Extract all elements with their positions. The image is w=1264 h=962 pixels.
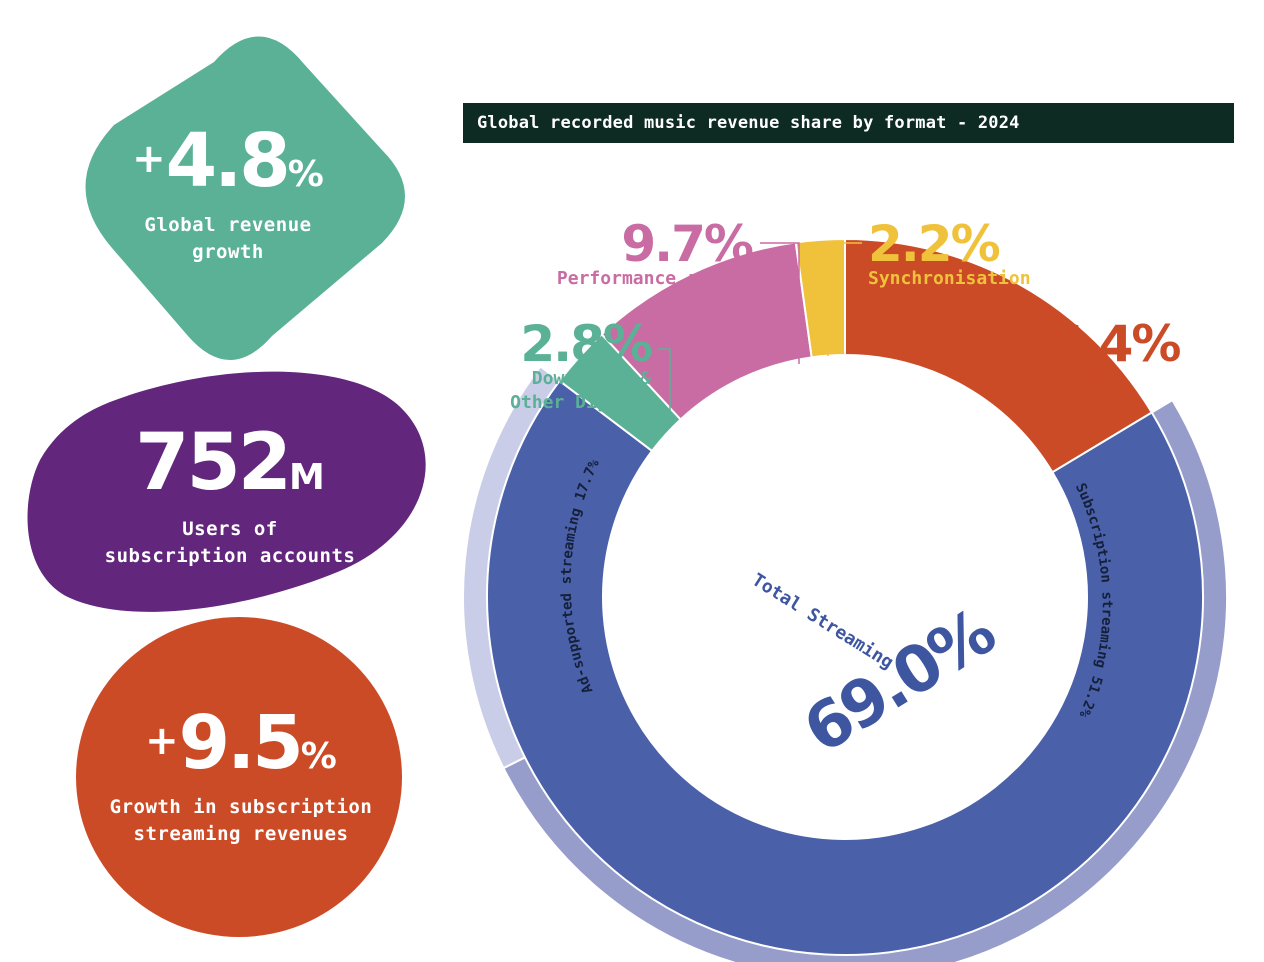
slice-total-streaming [486, 379, 1204, 956]
downloads-leader-line [658, 348, 671, 424]
stat-number: 9.5 [178, 700, 304, 786]
stat-label-line: subscription accounts [104, 545, 356, 567]
users-stat-shape [27, 371, 426, 612]
stat-label-line: streaming revenues [133, 823, 349, 845]
stat-suffix: M [289, 457, 325, 498]
format-share-ring [486, 237, 1204, 956]
stat-suffix: % [287, 154, 324, 195]
downloads-value-label: 2.8% [520, 315, 652, 373]
stat-suffix: % [300, 736, 337, 777]
chart-title: Global recorded music revenue share by f… [463, 103, 1234, 143]
downloads-name-label-line2: Other Digital [510, 392, 651, 413]
stat-number: 4.8 [165, 118, 291, 204]
stat-label-line: Users of [182, 518, 278, 540]
performance-rights-leader-line [760, 242, 800, 364]
subscription-users-stat: 752M Users of subscription accounts [40, 424, 420, 570]
label-leader-lines [658, 242, 1012, 424]
growth-stat-shape [85, 36, 405, 360]
stat-label-line: Global revenue [144, 214, 312, 236]
physical-value-label: 16.4% [1016, 315, 1180, 373]
global-revenue-growth-stat: +4.8% Global revenue growth [58, 124, 398, 266]
performance-rights-name-label: Performance rights [557, 268, 752, 289]
stat-label-line: growth [192, 241, 264, 263]
stat-sign: + [145, 718, 179, 764]
stat-label: Global revenue growth [58, 212, 398, 266]
synchronisation-leader-line [827, 242, 862, 356]
stat-sign: + [132, 136, 166, 182]
performance-rights-value-label: 9.7% [621, 215, 753, 273]
stat-number: 752 [135, 418, 292, 508]
stat-label: Growth in subscription streaming revenues [76, 794, 406, 848]
stat-label: Users of subscription accounts [40, 516, 420, 570]
stat-value: +9.5% [76, 706, 406, 780]
physical-name-label: Physical [1017, 368, 1104, 389]
stat-label-line: Growth in subscription [109, 796, 373, 818]
physical-leader-line [972, 342, 1012, 366]
stat-value: +4.8% [58, 124, 398, 198]
stat-value: 752M [40, 424, 420, 502]
downloads-name-label-line1: Downloads & [532, 368, 651, 389]
synchronisation-value-label: 2.2% [868, 215, 1000, 273]
synchronisation-name-label: Synchronisation [868, 268, 1031, 289]
subscription-growth-stat: +9.5% Growth in subscription streaming re… [76, 706, 406, 848]
slice-synchronisation [794, 237, 846, 359]
subscription-stat-shape [76, 617, 402, 937]
